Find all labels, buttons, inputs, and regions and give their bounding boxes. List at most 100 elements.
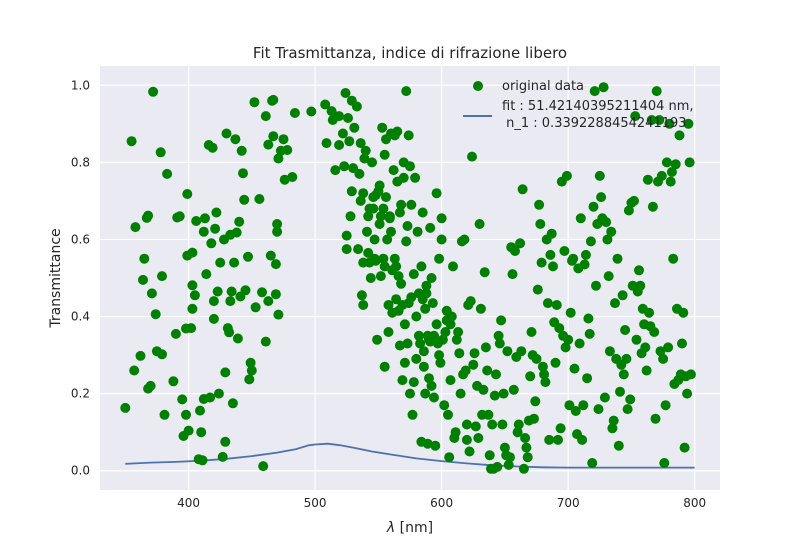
data-point (544, 434, 555, 445)
data-point (565, 307, 576, 318)
data-point (425, 222, 436, 233)
data-point (150, 309, 161, 320)
data-point (422, 438, 433, 449)
data-point (587, 458, 598, 468)
data-point (644, 307, 655, 318)
y-tick-labels: 0.0 0.2 0.4 0.6 0.8 1.0 (71, 78, 90, 477)
data-point (491, 369, 501, 380)
data-point (334, 111, 345, 122)
data-point (272, 219, 283, 229)
data-point (402, 221, 413, 231)
data-point (655, 346, 666, 357)
data-point (135, 350, 146, 361)
data-point (651, 86, 662, 97)
data-point (443, 409, 453, 420)
data-point (426, 273, 437, 283)
data-point (461, 419, 472, 430)
data-point (507, 269, 518, 280)
data-point (260, 111, 271, 122)
data-point (257, 287, 267, 298)
data-point (448, 261, 458, 272)
data-point (569, 363, 580, 374)
data-point (406, 199, 417, 210)
data-point (424, 373, 434, 384)
data-point (162, 168, 173, 179)
data-point (129, 365, 140, 376)
data-point (363, 211, 374, 222)
data-point (574, 338, 585, 349)
y-tick-label: 0.4 (71, 310, 90, 324)
data-point (157, 271, 167, 282)
data-point (445, 375, 456, 386)
data-point (396, 199, 407, 210)
data-point (359, 153, 370, 164)
data-point (130, 222, 141, 233)
data-point (205, 392, 216, 403)
data-point (421, 288, 432, 299)
data-point (603, 271, 614, 282)
data-point (187, 303, 198, 314)
data-point (559, 246, 570, 256)
data-point (226, 286, 237, 297)
data-point (279, 174, 290, 185)
data-point (612, 253, 623, 264)
data-point (402, 338, 413, 349)
data-point (610, 298, 620, 309)
data-point (489, 390, 500, 401)
data-point (413, 330, 424, 341)
data-point (465, 296, 476, 307)
data-point (594, 170, 605, 181)
data-point (534, 199, 545, 210)
data-point (220, 436, 231, 447)
data-point (157, 349, 167, 360)
data-point (370, 255, 381, 266)
data-point (420, 303, 431, 314)
data-point (493, 330, 504, 341)
data-point (198, 226, 209, 237)
data-point (278, 134, 289, 145)
data-point (429, 330, 439, 341)
data-point (240, 285, 251, 296)
data-point (598, 82, 609, 93)
data-point (399, 357, 410, 368)
data-point (503, 459, 514, 470)
data-point (431, 319, 442, 330)
data-point (650, 413, 661, 424)
data-point (355, 138, 366, 149)
data-point (224, 327, 235, 338)
data-point (398, 172, 409, 183)
data-point (201, 269, 212, 280)
data-point (551, 300, 562, 310)
data-point (520, 433, 531, 443)
data-point (630, 111, 641, 122)
data-point (479, 267, 490, 278)
data-point (684, 157, 695, 168)
data-point (560, 342, 571, 353)
data-point (577, 434, 588, 445)
legend: original data fit : 51.42140395211404 nm… (463, 79, 694, 131)
data-point (353, 244, 364, 255)
data-point (196, 427, 207, 438)
data-point (525, 371, 536, 382)
data-point (505, 452, 515, 463)
data-point (677, 338, 687, 349)
data-point (321, 138, 332, 149)
data-point (564, 400, 575, 411)
data-point (229, 257, 240, 268)
data-point (679, 442, 690, 453)
data-point (440, 327, 451, 337)
data-point (415, 338, 426, 349)
data-point (344, 136, 355, 147)
data-point (517, 184, 528, 195)
data-point (330, 165, 341, 176)
data-point (249, 97, 260, 108)
x-tick-labels: 400 500 600 700 800 (177, 496, 706, 510)
data-point (535, 219, 546, 229)
data-point (483, 409, 494, 420)
data-point (621, 353, 632, 364)
data-point (408, 269, 419, 280)
data-point (379, 149, 390, 160)
data-point (579, 259, 590, 270)
data-point (372, 334, 383, 345)
data-point (272, 226, 283, 237)
